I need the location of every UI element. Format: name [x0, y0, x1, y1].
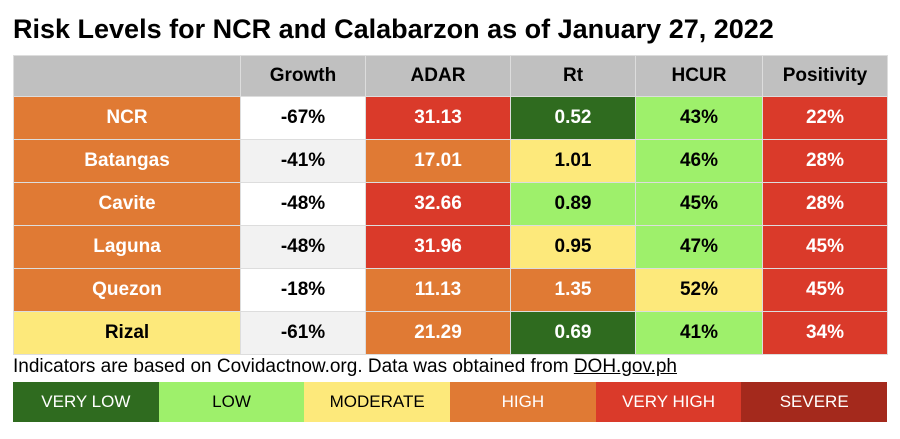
indicator-cell: 45%	[762, 268, 888, 312]
indicator-cell: 46%	[635, 139, 763, 183]
table-row: Quezon -18% 11.13 1.35 52% 45%	[13, 268, 888, 312]
indicator-cell: 22%	[762, 96, 888, 140]
column-header: Positivity	[762, 55, 888, 97]
region-name-cell: Rizal	[13, 311, 241, 355]
indicator-cell: 0.52	[510, 96, 636, 140]
indicator-cell: 11.13	[365, 268, 511, 312]
indicator-cell: -67%	[240, 96, 366, 140]
doh-link[interactable]: DOH.gov.ph	[573, 356, 677, 377]
table-row: Laguna -48% 31.96 0.95 47% 45%	[13, 225, 888, 269]
risk-legend: VERY LOW LOW MODERATE HIGH VERY HIGH SEVERE	[13, 382, 888, 422]
indicator-cell: -41%	[240, 139, 366, 183]
table-row: Batangas -41% 17.01 1.01 46% 28%	[13, 139, 888, 183]
indicator-cell: 31.13	[365, 96, 511, 140]
indicator-cell: 1.01	[510, 139, 636, 183]
footnote-text: Indicators are based on Covidactnow.org.…	[13, 356, 574, 377]
region-name-cell: Cavite	[13, 182, 241, 226]
region-name-cell: Batangas	[13, 139, 241, 183]
indicator-cell: 34%	[762, 311, 888, 355]
indicator-cell: 52%	[635, 268, 763, 312]
table-row: NCR -67% 31.13 0.52 43% 22%	[13, 96, 888, 140]
indicator-cell: 31.96	[365, 225, 511, 269]
risk-table: Growth ADAR Rt HCUR Positivity NCR -67% 31.13 0…	[13, 55, 888, 355]
legend-item: SEVERE	[741, 382, 888, 422]
indicator-cell: 0.95	[510, 225, 636, 269]
indicator-cell: 0.69	[510, 311, 636, 355]
indicator-cell: -61%	[240, 311, 366, 355]
indicator-cell: 41%	[635, 311, 763, 355]
legend-item: VERY LOW	[13, 382, 159, 422]
indicator-cell: -48%	[240, 225, 366, 269]
table-row: Cavite -48% 32.66 0.89 45% 28%	[13, 182, 888, 226]
indicator-cell: 43%	[635, 96, 763, 140]
header-row: Growth ADAR Rt HCUR Positivity	[13, 55, 888, 97]
region-name-cell: Quezon	[13, 268, 241, 312]
legend-item: VERY HIGH	[595, 382, 742, 422]
indicator-cell: 28%	[762, 182, 888, 226]
table-row: Rizal -61% 21.29 0.69 41% 34%	[13, 311, 888, 355]
indicator-cell: 45%	[635, 182, 763, 226]
indicator-cell: 47%	[635, 225, 763, 269]
page-title: Risk Levels for NCR and Calabarzon as of…	[13, 14, 774, 44]
region-name-cell: Laguna	[13, 225, 241, 269]
region-name-cell: NCR	[13, 96, 241, 140]
indicator-cell: 21.29	[365, 311, 511, 355]
column-header: Rt	[510, 55, 636, 97]
indicator-cell: -18%	[240, 268, 366, 312]
legend-item: HIGH	[450, 382, 596, 422]
indicator-cell: -48%	[240, 182, 366, 226]
indicator-cell: 1.35	[510, 268, 636, 312]
column-header: HCUR	[635, 55, 763, 97]
indicator-cell: 28%	[762, 139, 888, 183]
legend-item: MODERATE	[304, 382, 451, 422]
footnote: Indicators are based on Covidactnow.org.…	[13, 356, 677, 378]
column-header: ADAR	[365, 55, 511, 97]
column-header: Growth	[240, 55, 366, 97]
legend-item: LOW	[158, 382, 305, 422]
indicator-cell: 32.66	[365, 182, 511, 226]
column-header	[13, 55, 241, 97]
indicator-cell: 17.01	[365, 139, 511, 183]
indicator-cell: 0.89	[510, 182, 636, 226]
indicator-cell: 45%	[762, 225, 888, 269]
